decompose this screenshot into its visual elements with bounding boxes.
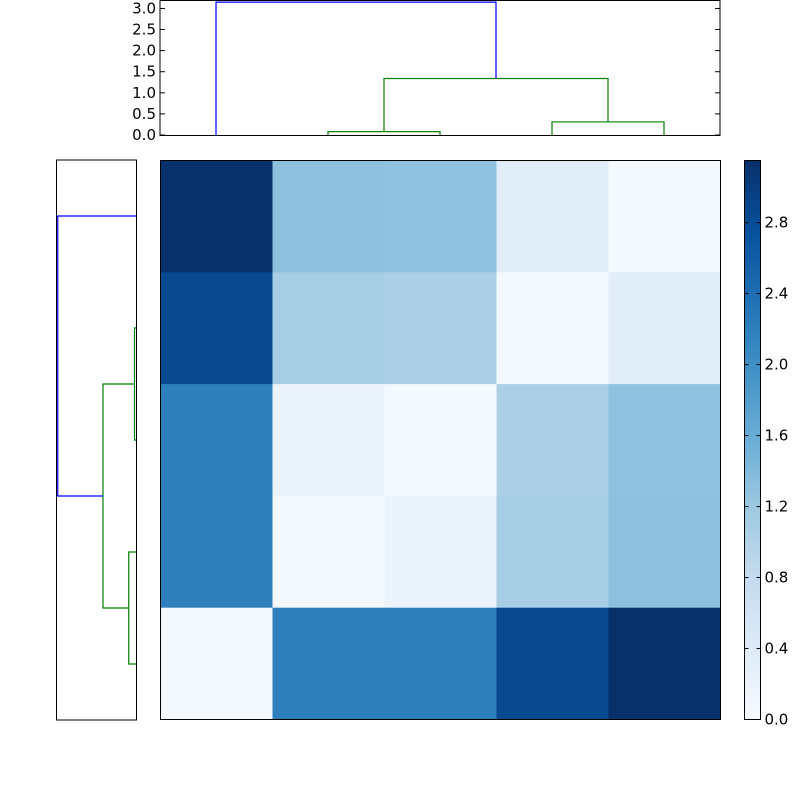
left-dendrogram-link-3 <box>57 215 137 497</box>
top-dendrogram-link-3 <box>215 1 497 135</box>
left-dendrogram <box>56 159 137 721</box>
heatmap-cell <box>160 160 273 273</box>
heatmap <box>160 160 721 720</box>
colorbar-tick-label: 2.0 <box>765 356 789 374</box>
heatmap-cell <box>160 272 273 385</box>
colorbar-tick-label: 2.8 <box>765 214 789 232</box>
colorbar-tick-label: 0.0 <box>765 711 789 729</box>
left-dendrogram-link-1 <box>128 551 137 665</box>
colorbar-tick-label: 0.8 <box>765 569 789 587</box>
top-dendrogram-link-1 <box>551 121 665 135</box>
heatmap-cell <box>272 160 385 273</box>
left-dendrogram-links <box>57 215 137 665</box>
colorbar-tick-label: 2.4 <box>765 285 789 303</box>
heatmap-cell <box>608 160 721 273</box>
heatmap-cell <box>496 160 609 273</box>
top-dendrogram-frame <box>159 0 721 136</box>
heatmap-cell <box>160 384 273 497</box>
heatmap-cell <box>272 607 385 720</box>
heatmap-cell <box>272 272 385 385</box>
top-dendrogram: 0.0 0.5 1.0 1.5 2.0 2.5 3.0 <box>132 0 721 144</box>
top-ytick-label: 3.0 <box>132 0 156 17</box>
heatmap-cell <box>384 607 497 720</box>
heatmap-cell <box>496 495 609 609</box>
heatmap-cell <box>384 160 497 273</box>
top-ytick-label: 0.5 <box>132 105 156 123</box>
heatmap-cell <box>272 495 385 609</box>
left-dendrogram-frame <box>56 159 137 721</box>
heatmap-cell <box>608 384 721 497</box>
top-ytick-label: 2.5 <box>132 21 156 39</box>
heatmap-cell <box>608 272 721 385</box>
heatmap-cell <box>160 495 273 609</box>
colorbar-gradient <box>744 160 761 720</box>
heatmap-cell <box>608 607 721 720</box>
colorbar: 0.0 0.4 0.8 1.2 1.6 2.0 2.4 2.8 <box>744 160 789 729</box>
heatmap-cell <box>496 272 609 385</box>
heatmap-cell <box>496 384 609 497</box>
heatmap-cell <box>384 272 497 385</box>
top-dendrogram-link-2 <box>383 77 609 132</box>
left-dendrogram-link-2 <box>102 383 135 609</box>
top-ytick-label: 0.0 <box>132 126 156 144</box>
heatmap-cell <box>272 384 385 497</box>
colorbar-tick-label: 1.6 <box>765 427 789 445</box>
heatmap-cells <box>160 160 721 720</box>
top-dendrogram-links <box>215 1 665 135</box>
heatmap-frame <box>160 160 721 720</box>
heatmap-cell <box>608 495 721 609</box>
colorbar-tick-label: 0.4 <box>765 640 789 658</box>
top-dendrogram-link-0 <box>327 131 441 135</box>
colorbar-tick-label: 1.2 <box>765 498 789 516</box>
heatmap-cell <box>384 384 497 497</box>
top-dendrogram-yaxis: 0.0 0.5 1.0 1.5 2.0 2.5 3.0 <box>132 0 720 144</box>
top-ytick-label: 2.0 <box>132 42 156 60</box>
heatmap-cell <box>160 607 273 720</box>
top-ytick-label: 1.0 <box>132 84 156 102</box>
heatmap-cell <box>384 495 497 609</box>
heatmap-cell <box>496 607 609 720</box>
top-ytick-label: 1.5 <box>132 63 156 81</box>
colorbar-axis: 0.0 0.4 0.8 1.2 1.6 2.0 2.4 2.8 <box>744 214 789 729</box>
